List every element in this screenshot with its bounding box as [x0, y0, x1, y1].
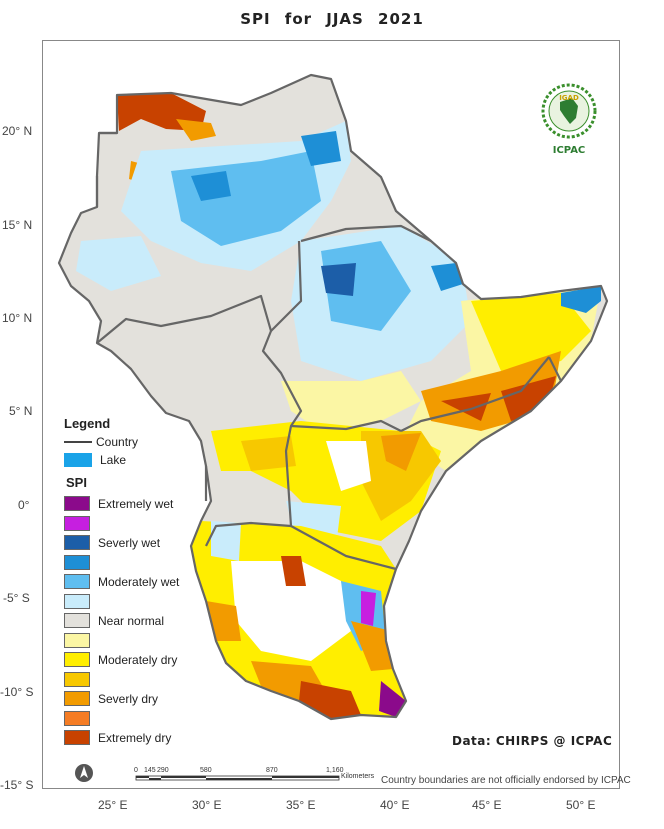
spi-legend-row: [64, 592, 234, 612]
scale-unit: Kilometers: [341, 773, 375, 780]
scale-tick-290: 290: [157, 767, 169, 774]
legend-lake-label: Lake: [100, 453, 127, 467]
north-arrow-icon: [74, 763, 94, 783]
spi-color-swatch: [64, 535, 90, 551]
data-credit: Data: CHIRPS @ ICPAC: [452, 734, 613, 748]
boundary-disclaimer: Country boundaries are not officially en…: [381, 775, 631, 786]
scale-tick-0: 0: [134, 767, 138, 774]
country-line-symbol: [64, 441, 92, 443]
lat-label-5s: -5° S: [3, 591, 30, 605]
lon-label-30e: 30° E: [192, 798, 222, 812]
lat-label-10s: -10° S: [0, 685, 34, 699]
spi-class-label: Severly dry: [98, 691, 159, 706]
lon-label-45e: 45° E: [472, 798, 502, 812]
spi-class-label: Extremely wet: [98, 496, 174, 511]
spi-class-label: Near normal: [98, 613, 165, 628]
icpac-logo: IGAD ICPAC: [538, 80, 600, 160]
spi-legend-row: Severly wet: [64, 533, 234, 553]
spi-color-swatch: [64, 730, 90, 746]
lake-swatch: [64, 453, 92, 467]
spi-legend-row: Moderately dry: [64, 650, 234, 670]
lat-label-5n: 5° N: [9, 404, 33, 418]
spi-color-swatch: [64, 671, 90, 687]
lat-label-15s: -15° S: [0, 778, 34, 792]
spi-color-swatch: [64, 574, 90, 590]
scale-tick-580: 580: [200, 767, 212, 774]
spi-color-swatch: [64, 554, 90, 570]
map-title: SPI for JJAS 2021: [240, 10, 424, 28]
legend-lake-row: Lake: [64, 451, 234, 469]
legend-title: Legend: [64, 416, 111, 431]
spi-color-swatch: [64, 613, 90, 629]
legend-country-label: Country: [96, 435, 139, 449]
spi-class-label: Moderately dry: [98, 652, 178, 667]
spi-legend-row: Near normal: [64, 611, 234, 631]
spi-legend-row: Extremely dry: [64, 728, 234, 748]
spi-legend-row: [64, 553, 234, 573]
spi-color-swatch: [64, 710, 90, 726]
spi-class-label: Severly wet: [98, 535, 161, 550]
spi-class-label: Moderately wet: [98, 574, 180, 589]
map-frame: [42, 40, 620, 789]
lat-label-20n: 20° N: [2, 124, 33, 138]
spi-class-list: Extremely wet Severly wet Moderately wet Ne…: [64, 494, 234, 748]
scale-tick-1160: 1,160: [326, 767, 344, 774]
spi-map: [57, 73, 609, 721]
lon-label-40e: 40° E: [380, 798, 410, 812]
spi-class-label: Extremely dry: [98, 730, 172, 745]
spi-legend-row: [64, 514, 234, 534]
lat-label-10n: 10° N: [2, 311, 33, 325]
spi-legend-title: SPI: [66, 475, 87, 490]
country-borders: [57, 73, 609, 721]
svg-text:ICPAC: ICPAC: [553, 145, 586, 156]
spi-legend-row: [64, 631, 234, 651]
spi-color-swatch: [64, 652, 90, 668]
spi-legend-row: Moderately wet: [64, 572, 234, 592]
spi-color-swatch: [64, 691, 90, 707]
spi-color-swatch: [64, 496, 90, 512]
map-legend: Legend Country Lake SPI Extremely wet Sev…: [64, 416, 234, 748]
scale-tick-870: 870: [266, 767, 278, 774]
spi-color-swatch: [64, 593, 90, 609]
spi-legend-row: Severly dry: [64, 689, 234, 709]
scale-bar: [130, 764, 380, 784]
spi-legend-row: [64, 709, 234, 729]
legend-country-row: Country: [64, 433, 234, 451]
lon-label-50e: 50° E: [566, 798, 596, 812]
spi-legend-row: Extremely wet: [64, 494, 234, 514]
lat-label-0: 0°: [18, 498, 30, 512]
svg-text:IGAD: IGAD: [559, 94, 579, 102]
lon-label-35e: 35° E: [286, 798, 316, 812]
scale-tick-145: 145: [144, 767, 156, 774]
spi-color-swatch: [64, 632, 90, 648]
lon-label-25e: 25° E: [98, 798, 128, 812]
lat-label-15n: 15° N: [2, 218, 33, 232]
spi-color-swatch: [64, 515, 90, 531]
spi-legend-row: [64, 670, 234, 690]
